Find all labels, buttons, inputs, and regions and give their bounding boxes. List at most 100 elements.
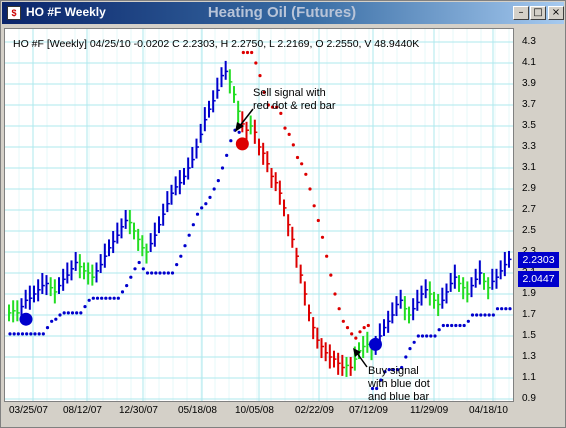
- stop-dot: [150, 271, 154, 275]
- y-tick-label: 3.7: [522, 99, 536, 110]
- stop-dot: [429, 334, 433, 338]
- stop-dot: [408, 347, 412, 351]
- stop-dot: [229, 139, 233, 143]
- buy-signal-annotation: Buy signal with blue dot and blue bar: [368, 365, 430, 403]
- stop-dot: [108, 296, 112, 300]
- x-tick-label: 02/22/09: [295, 405, 334, 416]
- stop-dot: [404, 355, 408, 359]
- buy-signal-dot: [19, 312, 33, 326]
- stop-dot: [237, 130, 241, 134]
- stop-dot: [183, 244, 187, 248]
- sell-signal-dot: [235, 137, 249, 151]
- y-tick-label: 3.3: [522, 141, 536, 152]
- stop-dot: [200, 206, 204, 210]
- quote-info-line: HO #F [Weekly] 04/25/10 -0.0202 C 2.2303…: [13, 38, 420, 50]
- stop-dot: [300, 162, 304, 166]
- x-tick-label: 11/29/09: [410, 405, 449, 416]
- stop-dot: [495, 307, 500, 311]
- stop-dot: [395, 368, 400, 372]
- stop-dot: [425, 334, 429, 338]
- stop-dot: [458, 323, 462, 328]
- stop-dot: [383, 370, 387, 374]
- buy-signal-dot: [369, 337, 382, 351]
- stop-dot: [137, 260, 141, 265]
- stop-dot: [354, 336, 358, 340]
- window-title: HO #F Weekly: [26, 5, 106, 19]
- stop-dot: [270, 105, 275, 109]
- stop-dot: [62, 311, 66, 315]
- stop-dot: [433, 334, 437, 338]
- stop-dot: [45, 326, 50, 330]
- close-button[interactable]: ×: [548, 6, 564, 20]
- stop-dot: [441, 323, 445, 328]
- stop-dot: [308, 187, 312, 191]
- maximize-button[interactable]: □: [530, 6, 546, 20]
- stop-dot: [366, 323, 370, 328]
- stop-dot: [400, 365, 404, 370]
- x-tick-label: 08/12/07: [63, 405, 102, 416]
- stop-dot: [120, 290, 125, 294]
- stop-dot: [491, 313, 495, 317]
- stop-dot: [258, 74, 262, 78]
- stop-dot: [304, 172, 308, 176]
- stop-dot: [350, 332, 354, 336]
- x-tick-label: 07/12/09: [349, 405, 388, 416]
- stop-dot: [33, 332, 37, 336]
- stop-dot: [8, 332, 12, 336]
- stop-dot: [500, 307, 504, 311]
- y-tick-label: 2.7: [522, 204, 536, 215]
- stop-dot: [437, 328, 441, 332]
- stop-dot: [145, 271, 150, 275]
- stop-dot: [454, 323, 458, 328]
- stop-dot: [100, 296, 104, 300]
- stop-dot: [312, 204, 316, 208]
- y-tick-label: 3.9: [522, 78, 536, 89]
- stop-dot: [245, 50, 250, 55]
- x-tick-label: 05/18/08: [178, 405, 217, 416]
- y-tick-label: 3.1: [522, 162, 536, 173]
- y-tick-label: 1.1: [522, 372, 536, 383]
- stop-dot: [479, 313, 483, 317]
- stop-dot: [508, 307, 512, 311]
- stop-dot: [337, 307, 341, 311]
- title-bar[interactable]: $ HO #F Weekly Heating Oil (Futures) – □…: [2, 2, 564, 24]
- stop-dot: [104, 296, 108, 300]
- stop-dot: [83, 305, 87, 309]
- stop-dot: [470, 313, 475, 317]
- stop-dot: [225, 153, 229, 157]
- stop-dot: [375, 386, 379, 391]
- stop-dot: [208, 195, 212, 199]
- stop-dot: [262, 90, 266, 94]
- stop-dot: [345, 326, 350, 330]
- stop-dot: [25, 332, 29, 336]
- stop-dot: [37, 332, 41, 336]
- sell-arrow-head: [235, 122, 244, 132]
- x-tick-label: 03/25/07: [9, 405, 48, 416]
- stop-dot: [95, 296, 100, 300]
- y-tick-label: 4.3: [522, 36, 536, 47]
- stop-dot: [320, 235, 325, 239]
- stop-dot: [212, 187, 216, 191]
- stop-dot: [358, 330, 362, 334]
- stop-dot: [333, 292, 337, 296]
- y-tick-label: 1.7: [522, 309, 536, 320]
- y-tick-label: 0.9: [522, 393, 536, 404]
- stop-dot: [29, 332, 33, 336]
- minimize-button[interactable]: –: [513, 6, 529, 20]
- stop-dot: [133, 267, 137, 271]
- stop-dot: [287, 132, 291, 136]
- stop-dot: [370, 386, 375, 391]
- stop-dot: [250, 50, 254, 55]
- stop-dot: [504, 307, 508, 311]
- stop-dot: [179, 254, 183, 258]
- stop-dot: [275, 105, 279, 109]
- stop-dot: [58, 313, 62, 317]
- stop-dot: [450, 323, 454, 328]
- stop-price-label: 2.0447: [518, 271, 559, 287]
- stop-dot: [291, 143, 295, 147]
- stop-dot: [20, 332, 25, 336]
- stop-dot: [175, 263, 179, 267]
- stop-dot: [387, 368, 391, 372]
- stop-dot: [254, 61, 258, 65]
